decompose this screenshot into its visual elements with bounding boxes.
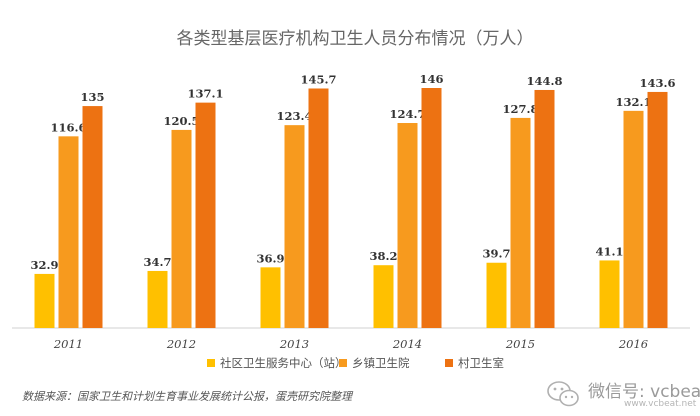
bar-2012-series-3 [195, 102, 216, 329]
bar-2016-series-1 [599, 260, 620, 328]
bar-2011-series-1 [34, 273, 55, 328]
x-tick-label: 2016 [618, 337, 648, 351]
data-label: 32.9 [30, 258, 58, 272]
x-tick-label: 2014 [392, 337, 422, 351]
data-label: 116.6 [50, 120, 86, 134]
x-tick-label: 2013 [279, 337, 309, 351]
data-label: 144.8 [526, 74, 562, 88]
legend: 社区卫生服务中心（站） 乡镇卫生院 村卫生室 [207, 356, 504, 370]
data-label: 132.1 [615, 95, 651, 109]
legend-label: 社区卫生服务中心（站） [220, 356, 347, 370]
data-label: 120.5 [163, 114, 199, 128]
bar-2014-series-1 [373, 265, 394, 328]
bar-2013-series-3 [308, 88, 329, 328]
bar-2015-series-2 [510, 117, 531, 328]
watermark-url: www.vcbeat.net [624, 399, 697, 409]
bar-chart: 各类型基层医疗机构卫生人员分布情况（万人） 32.9 116.6 135 2011 34… [12, 29, 690, 370]
wechat-icon [547, 381, 579, 407]
legend-swatch [339, 359, 347, 367]
watermark: 微信号: vcbeat www.vcbeat.net [528, 377, 700, 413]
source-note: 数据来源：国家卫生和计划生育事业发展统计公报，蛋壳研究院整理 [22, 390, 352, 403]
bar-2013-series-1 [260, 267, 281, 328]
data-label: 145.7 [300, 72, 336, 86]
bar-2016-series-3 [647, 91, 668, 328]
bar-2012-series-1 [147, 270, 168, 328]
bar-2016-series-2 [623, 110, 644, 329]
bar-2015-series-3 [534, 89, 555, 329]
data-label: 38.2 [369, 249, 397, 263]
watermark-text: 微信号: vcbeat [588, 382, 700, 402]
bar-2011-series-2 [58, 136, 79, 328]
bar-2015-series-1 [486, 262, 507, 328]
bar-2013-series-2 [284, 125, 305, 328]
x-tick-label: 2012 [166, 337, 196, 351]
legend-swatch [207, 359, 215, 367]
plot-area: 32.9 116.6 135 2011 34.7 120.5 137.1 2012 36.9 12… [12, 72, 690, 351]
data-label: 123.4 [276, 109, 312, 123]
data-label: 39.7 [482, 247, 510, 261]
data-label: 143.6 [639, 76, 675, 90]
x-tick-label: 2011 [53, 337, 83, 351]
chart-title: 各类型基层医疗机构卫生人员分布情况（万人） [177, 29, 534, 49]
data-label: 41.1 [595, 244, 623, 258]
data-label: 36.9 [256, 251, 284, 265]
bar-2012-series-2 [171, 129, 192, 328]
data-label: 135 [80, 90, 104, 104]
legend-swatch [445, 359, 453, 367]
data-label: 34.7 [143, 255, 171, 269]
x-tick-label: 2015 [505, 337, 535, 351]
legend-label: 乡镇卫生院 [352, 356, 410, 370]
data-label: 124.7 [389, 107, 425, 121]
data-label: 127.8 [502, 102, 538, 116]
bar-2014-series-2 [397, 123, 418, 328]
data-label: 137.1 [187, 87, 223, 101]
bar-2014-series-3 [421, 88, 442, 328]
legend-label: 村卫生室 [458, 356, 504, 370]
data-label: 146 [419, 72, 443, 86]
bar-2011-series-3 [82, 106, 103, 329]
